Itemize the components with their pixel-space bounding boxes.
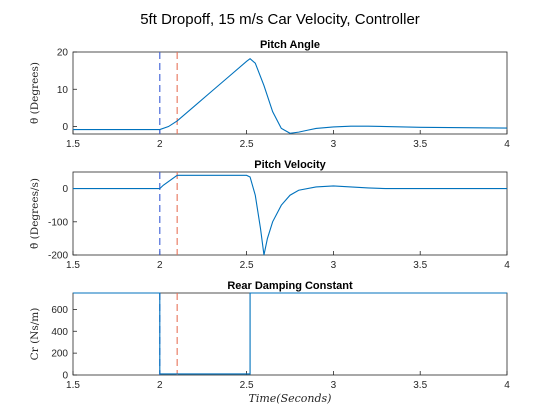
rear-damping-x-tick-label: 2 — [157, 380, 163, 391]
pitch-angle-x-tick-label: 1.5 — [66, 139, 80, 150]
pitch-velocity-plot: Pitch Velocity 1.5 2 2.5 3 3.5 4 -200 -100 0 θ̇ (… — [28, 159, 510, 271]
pitch-velocity-marks: 1.5 2 2.5 3 3.5 4 -200 -100 0 θ̇ (Degrees/s) — [28, 171, 510, 271]
pitch-angle-title: Pitch Angle — [260, 39, 320, 51]
rear-damping-y-axis-label: Cr (Ns/m) — [29, 308, 41, 361]
pitch-angle-y-tick-label: 0 — [62, 122, 68, 133]
pitch-velocity-title: Pitch Velocity — [254, 159, 326, 171]
rear-damping-y-tick-label: 0 — [62, 371, 68, 382]
pitch-velocity-y-tick-label: 0 — [62, 184, 68, 195]
rear-damping-y-tick-label: 600 — [51, 305, 68, 316]
pitch-angle-x-tick-label: 2.5 — [240, 139, 254, 150]
pitch-velocity-x-tick-label: 2.5 — [240, 260, 254, 271]
figure-title: 5ft Dropoff, 15 m/s Car Velocity, Contro… — [140, 11, 420, 28]
pitch-velocity-x-tick-label: 1.5 — [66, 260, 80, 271]
rear-damping-x-tick-label: 4 — [504, 380, 510, 391]
rear-damping-axes-box — [72, 292, 508, 376]
pitch-angle-x-tick-label: 3 — [331, 139, 337, 150]
pitch-angle-y-tick-label: 20 — [57, 48, 69, 59]
pitch-velocity-series-line — [73, 174, 507, 256]
rear-damping-y-tick-label: 200 — [51, 349, 68, 360]
pitch-angle-x-tick-label: 3.5 — [413, 139, 427, 150]
pitch-angle-y-tick-label: 10 — [57, 85, 69, 96]
rear-damping-x-tick-label: 1.5 — [66, 380, 80, 391]
pitch-velocity-x-tick-label: 2 — [157, 260, 163, 271]
pitch-angle-x-tick-label: 4 — [504, 139, 510, 150]
rear-damping-x-tick-label: 2.5 — [240, 380, 254, 391]
rear-damping-x-tick-label: 3 — [331, 380, 337, 391]
pitch-angle-axes-box — [72, 51, 508, 135]
rear-damping-marks: 1.5 2 2.5 3 3.5 4 0 200 400 600 Cr (Ns/m) — [29, 292, 510, 391]
rear-damping-title: Rear Damping Constant — [227, 280, 353, 292]
rear-damping-plot: Rear Damping Constant 1.5 2 2.5 3 3.5 4 0 200 40… — [29, 280, 510, 391]
pitch-velocity-axes-box — [72, 171, 508, 256]
pitch-angle-marks: 1.5 2 2.5 3 3.5 4 0 10 20 θ (Degrees) — [29, 48, 510, 151]
rear-damping-y-tick-label: 400 — [51, 327, 68, 338]
pitch-angle-series-line — [73, 58, 508, 134]
rear-damping-x-tick-label: 3.5 — [413, 380, 427, 391]
x-axis-label: Time(Seconds) — [249, 392, 332, 405]
pitch-angle-x-tick-label: 2 — [157, 139, 163, 150]
pitch-velocity-y-axis-label: θ̇ (Degrees/s) — [28, 178, 41, 249]
pitch-velocity-x-tick-label: 3 — [331, 260, 337, 271]
pitch-angle-plot: Pitch Angle 1.5 2 2.5 3 3.5 4 0 10 20 θ (Degrees) — [29, 39, 510, 150]
pitch-velocity-x-tick-label: 3.5 — [413, 260, 427, 271]
pitch-velocity-y-tick-label: -100 — [48, 217, 68, 228]
rear-damping-series-line — [73, 292, 507, 375]
pitch-angle-y-axis-label: θ (Degrees) — [29, 62, 41, 124]
pitch-velocity-y-tick-label: -200 — [48, 251, 68, 262]
pitch-velocity-x-tick-label: 4 — [504, 260, 510, 271]
